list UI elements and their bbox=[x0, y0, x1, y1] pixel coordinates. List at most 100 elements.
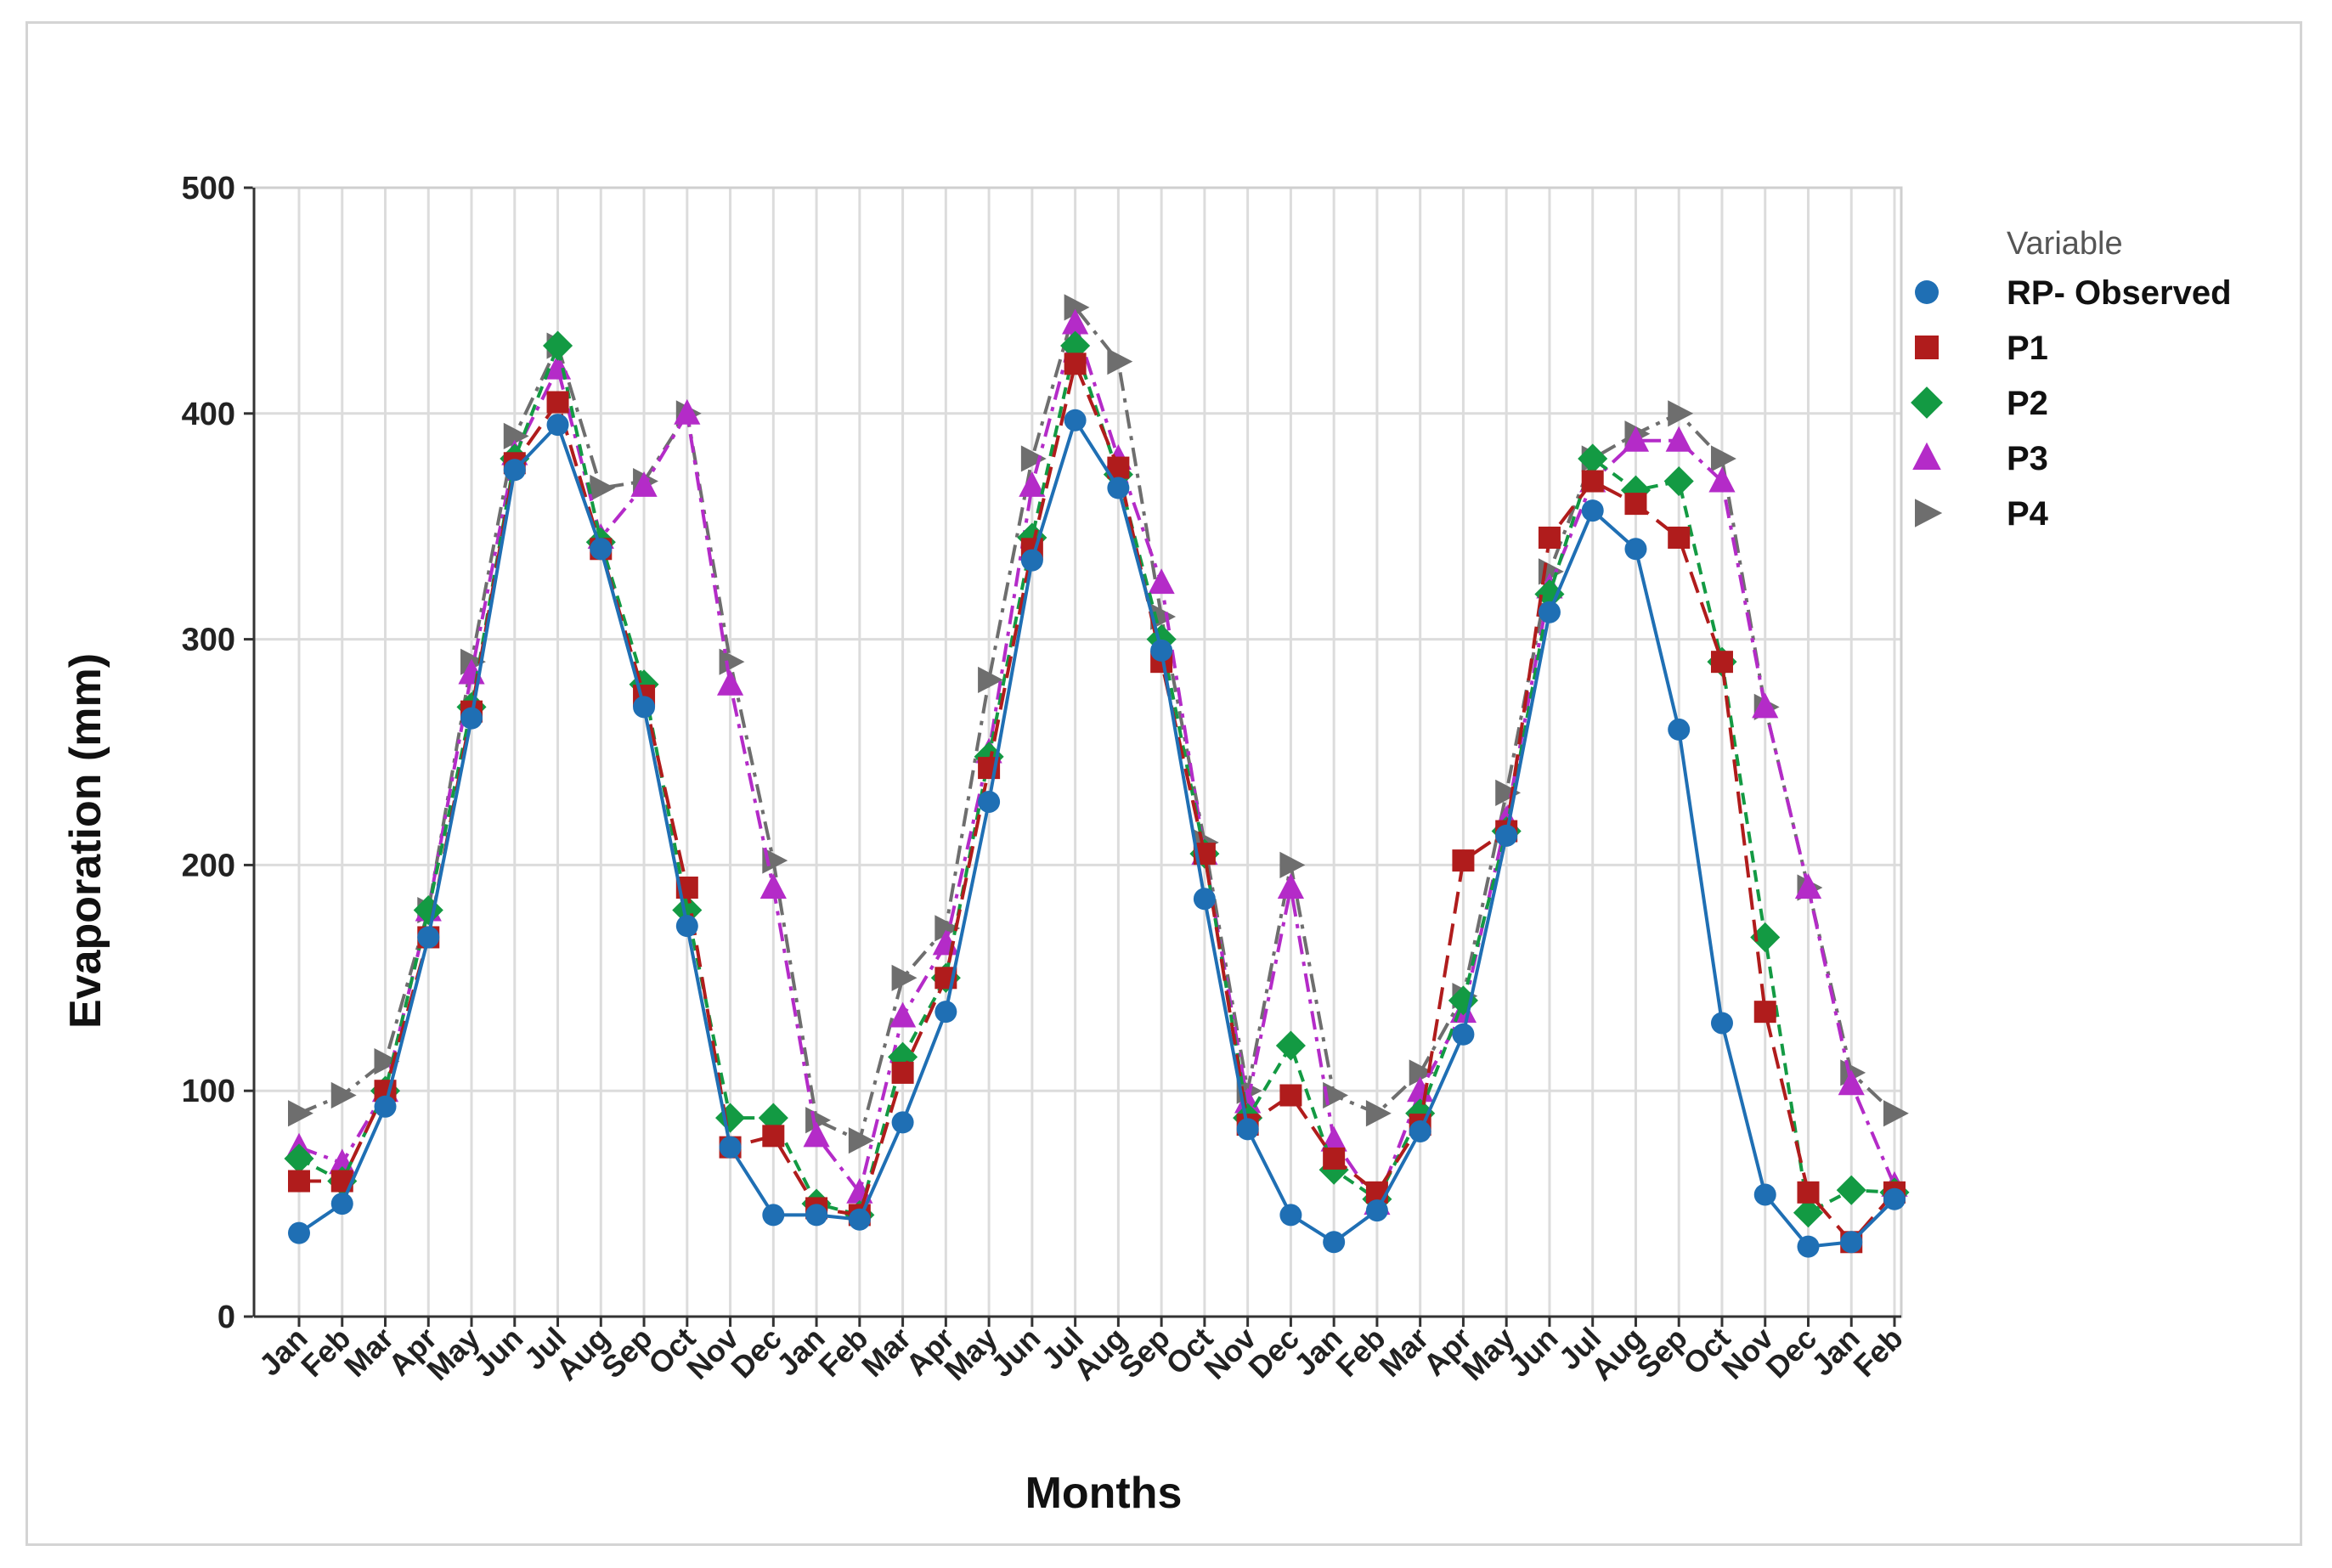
legend-label: RP- Observed bbox=[2007, 274, 2232, 312]
data-point bbox=[633, 696, 656, 719]
data-point bbox=[762, 1204, 785, 1227]
legend-marker bbox=[1915, 336, 1939, 359]
data-point bbox=[674, 398, 701, 425]
data-point bbox=[1710, 1012, 1733, 1035]
legend-marker bbox=[1912, 442, 1941, 470]
legend-item: P4 bbox=[1915, 495, 2049, 533]
data-point bbox=[546, 414, 569, 437]
data-point bbox=[1409, 1059, 1435, 1086]
data-point bbox=[1365, 1100, 1392, 1127]
data-point bbox=[1020, 445, 1047, 472]
data-point bbox=[1320, 1125, 1347, 1152]
tick-labels: 0100200300400500JanFebMarAprMayJunJulAug… bbox=[182, 171, 1910, 1387]
data-point bbox=[1148, 568, 1175, 595]
data-point bbox=[1236, 1118, 1259, 1141]
legend-marker bbox=[1915, 280, 1939, 304]
data-point bbox=[590, 538, 613, 561]
data-point bbox=[1323, 1147, 1346, 1170]
data-point bbox=[1409, 1120, 1431, 1143]
legend-label: P3 bbox=[2007, 440, 2048, 477]
series-line bbox=[298, 339, 1895, 1217]
data-point bbox=[719, 1136, 742, 1159]
data-point bbox=[1793, 1198, 1824, 1228]
data-point bbox=[1753, 1001, 1776, 1024]
data-point bbox=[758, 1103, 788, 1133]
data-point bbox=[1663, 465, 1694, 497]
data-point bbox=[1708, 466, 1736, 493]
data-point bbox=[630, 471, 658, 497]
legend-label: P1 bbox=[2007, 330, 2048, 367]
data-point bbox=[1622, 426, 1650, 452]
legend-item: P2 bbox=[1911, 385, 2048, 422]
data-point bbox=[1668, 526, 1691, 549]
data-point bbox=[1452, 849, 1475, 872]
data-point bbox=[1275, 1030, 1306, 1061]
data-point bbox=[1019, 471, 1046, 497]
data-point bbox=[542, 330, 573, 361]
data-point bbox=[1624, 538, 1647, 561]
data-point bbox=[503, 459, 526, 482]
data-point bbox=[1279, 851, 1306, 878]
data-point bbox=[417, 926, 440, 949]
chart-frame bbox=[25, 21, 2302, 1546]
data-point bbox=[1107, 477, 1130, 499]
data-point bbox=[1668, 718, 1691, 741]
data-point bbox=[891, 964, 918, 991]
data-point bbox=[1062, 308, 1089, 335]
data-point bbox=[288, 1170, 310, 1193]
data-point bbox=[889, 1001, 917, 1028]
data-point bbox=[1665, 426, 1692, 452]
data-point bbox=[1017, 522, 1047, 553]
data-point bbox=[330, 1081, 357, 1109]
data-point bbox=[803, 1121, 830, 1148]
data-point bbox=[1064, 353, 1087, 375]
data-point bbox=[1797, 1181, 1820, 1204]
legend-item: RP- Observed bbox=[1915, 274, 2232, 312]
data-point bbox=[934, 1001, 957, 1024]
legend-item: P3 bbox=[1912, 440, 2048, 477]
legend: Variable RP- Observed P1 P2 P3 P4 bbox=[1911, 226, 2232, 533]
data-point bbox=[1624, 493, 1647, 516]
data-point bbox=[590, 474, 616, 502]
data-point bbox=[413, 895, 443, 926]
data-point bbox=[848, 1127, 874, 1154]
series-line bbox=[297, 416, 1896, 1249]
data-point bbox=[1107, 348, 1133, 375]
data-point bbox=[715, 1103, 746, 1133]
series-line bbox=[299, 358, 1896, 1245]
series-p1 bbox=[288, 353, 1906, 1254]
data-point bbox=[1581, 470, 1604, 493]
data-point bbox=[1794, 873, 1822, 899]
data-point bbox=[1279, 1204, 1302, 1227]
data-point bbox=[675, 915, 698, 938]
data-point bbox=[978, 666, 1004, 694]
series-rp-observed bbox=[288, 409, 1906, 1258]
data-point bbox=[1752, 692, 1779, 719]
legend-marker bbox=[1911, 386, 1943, 419]
data-point bbox=[1193, 888, 1216, 911]
data-point bbox=[805, 1204, 828, 1227]
legend-title: Variable bbox=[2007, 226, 2123, 262]
data-point bbox=[546, 391, 569, 414]
data-point bbox=[1534, 578, 1565, 609]
data-point bbox=[1538, 601, 1561, 623]
data-point bbox=[1668, 400, 1694, 427]
data-point bbox=[1840, 1231, 1863, 1254]
data-point bbox=[1838, 1069, 1865, 1096]
data-point bbox=[1495, 779, 1522, 806]
data-point bbox=[1277, 873, 1305, 899]
data-point bbox=[1495, 824, 1518, 847]
data-point bbox=[1279, 1084, 1302, 1107]
data-point bbox=[719, 648, 745, 675]
series-p2 bbox=[284, 330, 1910, 1230]
series bbox=[284, 294, 1910, 1258]
y-tick-label: 500 bbox=[182, 171, 235, 206]
data-point bbox=[1750, 922, 1781, 953]
legend-item: P1 bbox=[1915, 330, 2048, 367]
data-point bbox=[1323, 1081, 1349, 1109]
data-point bbox=[1883, 1100, 1909, 1127]
legend-marker bbox=[1915, 499, 1943, 527]
legend-label: P4 bbox=[2007, 495, 2049, 533]
data-point bbox=[1407, 1076, 1434, 1103]
